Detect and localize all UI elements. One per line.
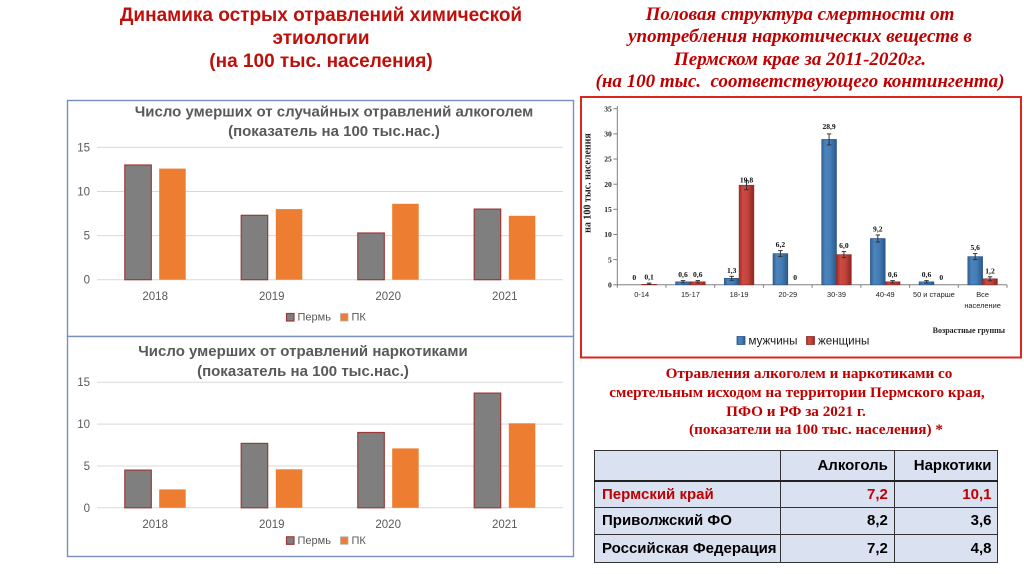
svg-text:5: 5 — [84, 231, 90, 243]
svg-text:2021: 2021 — [492, 519, 518, 531]
svg-text:6,2: 6,2 — [776, 240, 786, 249]
svg-text:10: 10 — [77, 419, 90, 431]
svg-text:население: население — [964, 301, 1001, 310]
svg-text:5,6: 5,6 — [970, 243, 980, 252]
svg-text:6,0: 6,0 — [839, 241, 849, 250]
svg-text:0,1: 0,1 — [644, 273, 654, 282]
svg-text:2021: 2021 — [492, 291, 518, 303]
svg-text:35: 35 — [604, 104, 612, 113]
svg-text:2019: 2019 — [259, 519, 285, 531]
svg-text:1,2: 1,2 — [985, 266, 995, 275]
svg-text:Пермь: Пермь — [298, 535, 332, 547]
svg-text:2019: 2019 — [259, 291, 285, 303]
svg-text:0,6: 0,6 — [678, 270, 688, 279]
svg-text:ПК: ПК — [352, 535, 367, 547]
svg-text:2020: 2020 — [375, 519, 401, 531]
svg-text:2018: 2018 — [142, 291, 168, 303]
svg-text:30: 30 — [604, 130, 612, 139]
svg-text:5: 5 — [84, 461, 90, 473]
svg-text:15-17: 15-17 — [681, 290, 700, 299]
svg-text:0,6: 0,6 — [888, 270, 898, 279]
svg-text:28,9: 28,9 — [822, 122, 835, 131]
svg-text:15: 15 — [604, 205, 612, 214]
svg-text:9,2: 9,2 — [873, 225, 883, 234]
svg-text:15: 15 — [77, 142, 90, 154]
svg-text:0: 0 — [632, 273, 636, 282]
svg-text:0,6: 0,6 — [693, 270, 703, 279]
svg-text:19,8: 19,8 — [740, 176, 753, 185]
svg-text:2020: 2020 — [375, 291, 401, 303]
svg-text:5: 5 — [608, 255, 612, 264]
svg-text:мужчины: мужчины — [749, 334, 798, 347]
svg-text:20: 20 — [604, 180, 612, 189]
svg-text:0: 0 — [608, 281, 612, 290]
svg-text:Возрастные группы: Возрастные группы — [933, 326, 1006, 335]
svg-text:20-29: 20-29 — [778, 290, 797, 299]
svg-text:0: 0 — [793, 273, 797, 282]
svg-text:0: 0 — [84, 275, 90, 287]
svg-text:40-49: 40-49 — [876, 290, 895, 299]
svg-text:10: 10 — [604, 230, 612, 239]
svg-text:18-19: 18-19 — [730, 290, 749, 299]
svg-text:на 100 тыс. населения: на 100 тыс. населения — [583, 133, 594, 233]
svg-text:Пермь: Пермь — [298, 312, 332, 324]
svg-text:1,3: 1,3 — [727, 266, 737, 275]
svg-text:10: 10 — [77, 187, 90, 199]
svg-text:25: 25 — [604, 155, 612, 164]
svg-text:15: 15 — [77, 377, 90, 389]
svg-text:Число умерших от случайных отр: Число умерших от случайных отравлений ал… — [135, 104, 533, 121]
svg-text:(показатель на 100 тыс.нас.): (показатель на 100 тыс.нас.) — [197, 363, 409, 380]
svg-text:2018: 2018 — [142, 519, 168, 531]
svg-text:(показатель на 100 тыс.нас.): (показатель на 100 тыс.нас.) — [228, 123, 440, 140]
svg-text:0-14: 0-14 — [634, 290, 649, 299]
svg-text:Все: Все — [976, 290, 989, 299]
svg-text:30-39: 30-39 — [827, 290, 846, 299]
svg-text:женщины: женщины — [818, 334, 869, 347]
svg-text:ПК: ПК — [352, 312, 367, 324]
svg-text:0: 0 — [84, 503, 90, 515]
svg-text:0: 0 — [939, 273, 943, 282]
svg-text:Число умерших от отравлений на: Число умерших от отравлений наркотиками — [138, 343, 467, 360]
svg-text:0,6: 0,6 — [922, 270, 932, 279]
svg-text:50 и старше: 50 и старше — [913, 290, 955, 299]
